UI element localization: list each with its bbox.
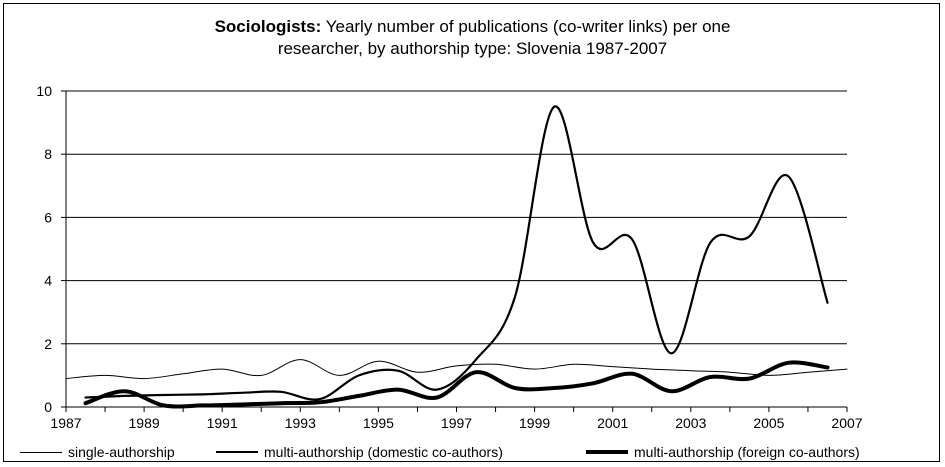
y-tick-label-2: 2 [44,336,52,352]
x-tick-label-2007: 2007 [831,415,862,431]
legend-label-single: single-authorship [68,444,175,460]
series-line-foreign-coauthors [83,360,830,409]
title-line2: researcher, by authorship type: Slovenia… [277,39,668,58]
x-tick-label-1995: 1995 [363,415,394,431]
x-tick-label-1999: 1999 [519,415,550,431]
line-chart: 0 2 4 6 8 10 1987 1989 1991 1993 1995 1997 1999 2001 2… [36,83,862,431]
x-tick-label-2003: 2003 [675,415,706,431]
legend-label-foreign: multi-authorship (foreign co-authors) [634,444,860,460]
legend: single-authorship multi-authorship (dome… [0,441,945,463]
series-line-single-authorship [65,359,848,380]
y-tick-label-10: 10 [36,83,52,99]
legend-item-single: single-authorship [20,444,175,460]
title-bold: Sociologists: [214,17,322,36]
legend-swatch-single [20,451,62,453]
legend-swatch-domestic [216,451,258,453]
chart-frame [3,3,940,462]
x-tick-label-1987: 1987 [50,415,81,431]
y-tick-label-8: 8 [44,146,52,162]
legend-swatch-foreign [586,450,628,454]
x-tick-label-2005: 2005 [753,415,784,431]
y-tick-label-4: 4 [44,273,52,289]
chart-title: Sociologists: Yearly number of publicati… [0,16,945,60]
legend-item-foreign: multi-authorship (foreign co-authors) [586,444,860,460]
title-rest: Yearly number of publications (co-writer… [321,17,731,36]
x-tick-label-1993: 1993 [285,415,316,431]
x-tick-label-2001: 2001 [597,415,628,431]
x-tick-label-1989: 1989 [129,415,160,431]
series-line-domestic-coauthors [84,105,829,401]
x-tick-label-1991: 1991 [207,415,238,431]
y-tick-label-0: 0 [44,399,52,415]
legend-label-domestic: multi-authorship (domestic co-authors) [264,444,503,460]
y-tick-label-6: 6 [44,209,52,225]
legend-item-domestic: multi-authorship (domestic co-authors) [216,444,503,460]
x-tick-label-1997: 1997 [441,415,472,431]
